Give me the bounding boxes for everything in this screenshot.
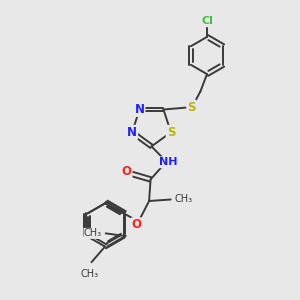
Text: S: S [167, 126, 175, 139]
Text: CH₃: CH₃ [81, 269, 99, 279]
Text: O: O [132, 218, 142, 232]
Text: N: N [134, 103, 145, 116]
Text: O: O [122, 165, 132, 178]
Text: S: S [187, 100, 196, 114]
Text: Cl: Cl [201, 16, 213, 26]
Text: O: O [132, 218, 142, 232]
Text: NH: NH [159, 157, 178, 167]
Text: CH₃: CH₃ [174, 194, 192, 205]
Text: CH₃: CH₃ [84, 228, 102, 239]
Text: N: N [127, 126, 137, 139]
